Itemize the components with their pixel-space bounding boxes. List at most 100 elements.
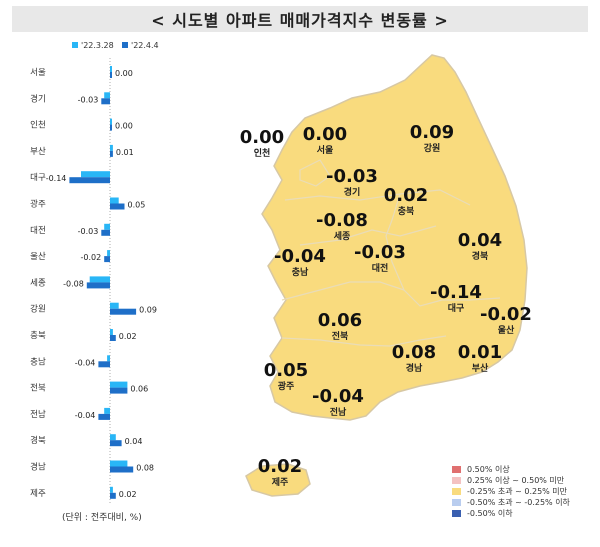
map-legend-item: 0.25% 이상 ~ 0.50% 미만: [452, 475, 570, 486]
bar-curr: [86, 282, 110, 289]
region-value: 0.00: [303, 124, 347, 145]
region-value: -0.08: [316, 210, 368, 231]
bar-prev: [110, 460, 128, 467]
bar-row: 서울 0.00: [30, 66, 133, 78]
bar-row: 부산 0.01: [30, 144, 134, 157]
bar-curr: [110, 308, 137, 315]
legend-label: '22.4.4: [131, 41, 159, 50]
data-label: 0.01: [116, 148, 134, 157]
data-label: 0.02: [119, 490, 137, 499]
region-name: 부산: [472, 362, 489, 374]
region-value: 0.02: [384, 185, 428, 206]
legend-swatch: [452, 477, 461, 484]
bar-prev: [107, 250, 110, 257]
legend-label: -0.25% 초과 ~ 0.25% 미만: [467, 487, 568, 496]
category-label: 충남: [30, 357, 46, 367]
jeju-shape: [245, 463, 311, 497]
region-borders: [281, 159, 501, 347]
region-name: 강원: [424, 142, 441, 154]
bar-curr: [110, 440, 122, 447]
data-label: -0.03: [78, 95, 99, 104]
bar-curr: [110, 203, 125, 210]
bar-row: 대구 -0.14: [30, 171, 110, 184]
category-label: 강원: [30, 304, 46, 315]
category-label: 경남: [30, 462, 46, 473]
bar-prev: [110, 144, 113, 151]
data-label: 0.02: [119, 332, 137, 341]
bar-row: 울산 -0.02: [30, 250, 110, 263]
legend-label: '22.3.28: [81, 41, 114, 50]
bar-prev: [110, 302, 119, 309]
bar-row: 세종 -0.08: [30, 276, 110, 289]
bar-prev: [104, 223, 110, 230]
map-legend-item: -0.50% 이하: [452, 508, 570, 519]
title-bar: < 시도별 아파트 매매가격지수 변동률 >: [12, 6, 588, 32]
data-label: 0.08: [136, 464, 154, 473]
bar-row: 충남 -0.04: [30, 355, 110, 368]
category-label: 인천: [30, 120, 46, 131]
region-value: -0.14: [430, 282, 482, 303]
bar-row: 대전 -0.03: [30, 223, 110, 236]
data-label: 0.09: [139, 306, 157, 315]
region-value: 0.01: [458, 342, 502, 363]
data-label: 0.06: [130, 385, 148, 394]
bar-prev: [110, 118, 112, 125]
category-label: 광주: [30, 199, 46, 210]
map-shapes: [245, 54, 528, 497]
region-value: 0.04: [458, 230, 502, 251]
bar-curr: [110, 492, 116, 499]
bar-prev: [110, 381, 128, 388]
region-name: 제주: [272, 476, 289, 488]
bar-row: 제주 0.02: [30, 486, 137, 499]
bar-row: 인천 0.00: [30, 118, 133, 131]
bar-curr: [110, 335, 116, 341]
legend-swatch: [452, 466, 461, 473]
map-legend: 0.50% 이상 0.25% 이상 ~ 0.50% 미만 -0.25% 초과 ~ 0…: [452, 464, 570, 519]
region-name: 충남: [292, 266, 309, 278]
data-label: 0.04: [125, 437, 143, 446]
category-label: 대전: [30, 225, 46, 236]
region-name: 대구: [448, 302, 465, 314]
bar-prev: [81, 171, 110, 178]
category-label: 충북: [30, 331, 46, 341]
bar-prev: [110, 66, 112, 72]
data-label: -0.08: [63, 279, 84, 288]
map-legend-item: -0.25% 초과 ~ 0.25% 미만: [452, 486, 570, 497]
bar-row: 강원 0.09: [30, 302, 157, 315]
bar-prev: [107, 355, 110, 362]
legend-swatch: [122, 42, 128, 48]
category-label: 제주: [30, 489, 46, 499]
data-label: -0.04: [75, 358, 96, 367]
bar-curr: [110, 466, 134, 473]
map-legend-item: -0.50% 초과 ~ -0.25% 이하: [452, 497, 570, 508]
bar-chart: '22.3.28 '22.4.4 서울 0.00 경기 -0.03 인천 0.00 부산 0.01…: [30, 41, 159, 504]
bar-row: 광주 0.05: [30, 197, 146, 210]
region-value: 0.00: [240, 127, 284, 148]
region-value: -0.03: [326, 166, 378, 187]
region-name: 경북: [472, 250, 489, 262]
region-name: 전북: [332, 330, 349, 342]
bar-row: 전북 0.06: [30, 381, 148, 394]
data-label: 0.05: [128, 201, 146, 210]
bar-curr: [104, 256, 110, 263]
region-value: 0.02: [258, 456, 302, 477]
category-label: 전북: [30, 383, 46, 394]
category-label: 부산: [30, 146, 46, 157]
map-legend-item: 0.50% 이상: [452, 464, 570, 475]
bar-curr: [110, 72, 112, 78]
data-label: 0.00: [115, 122, 133, 131]
data-label: 0.00: [115, 69, 133, 78]
data-label: -0.03: [78, 227, 99, 236]
mainland-shape: [261, 54, 528, 421]
